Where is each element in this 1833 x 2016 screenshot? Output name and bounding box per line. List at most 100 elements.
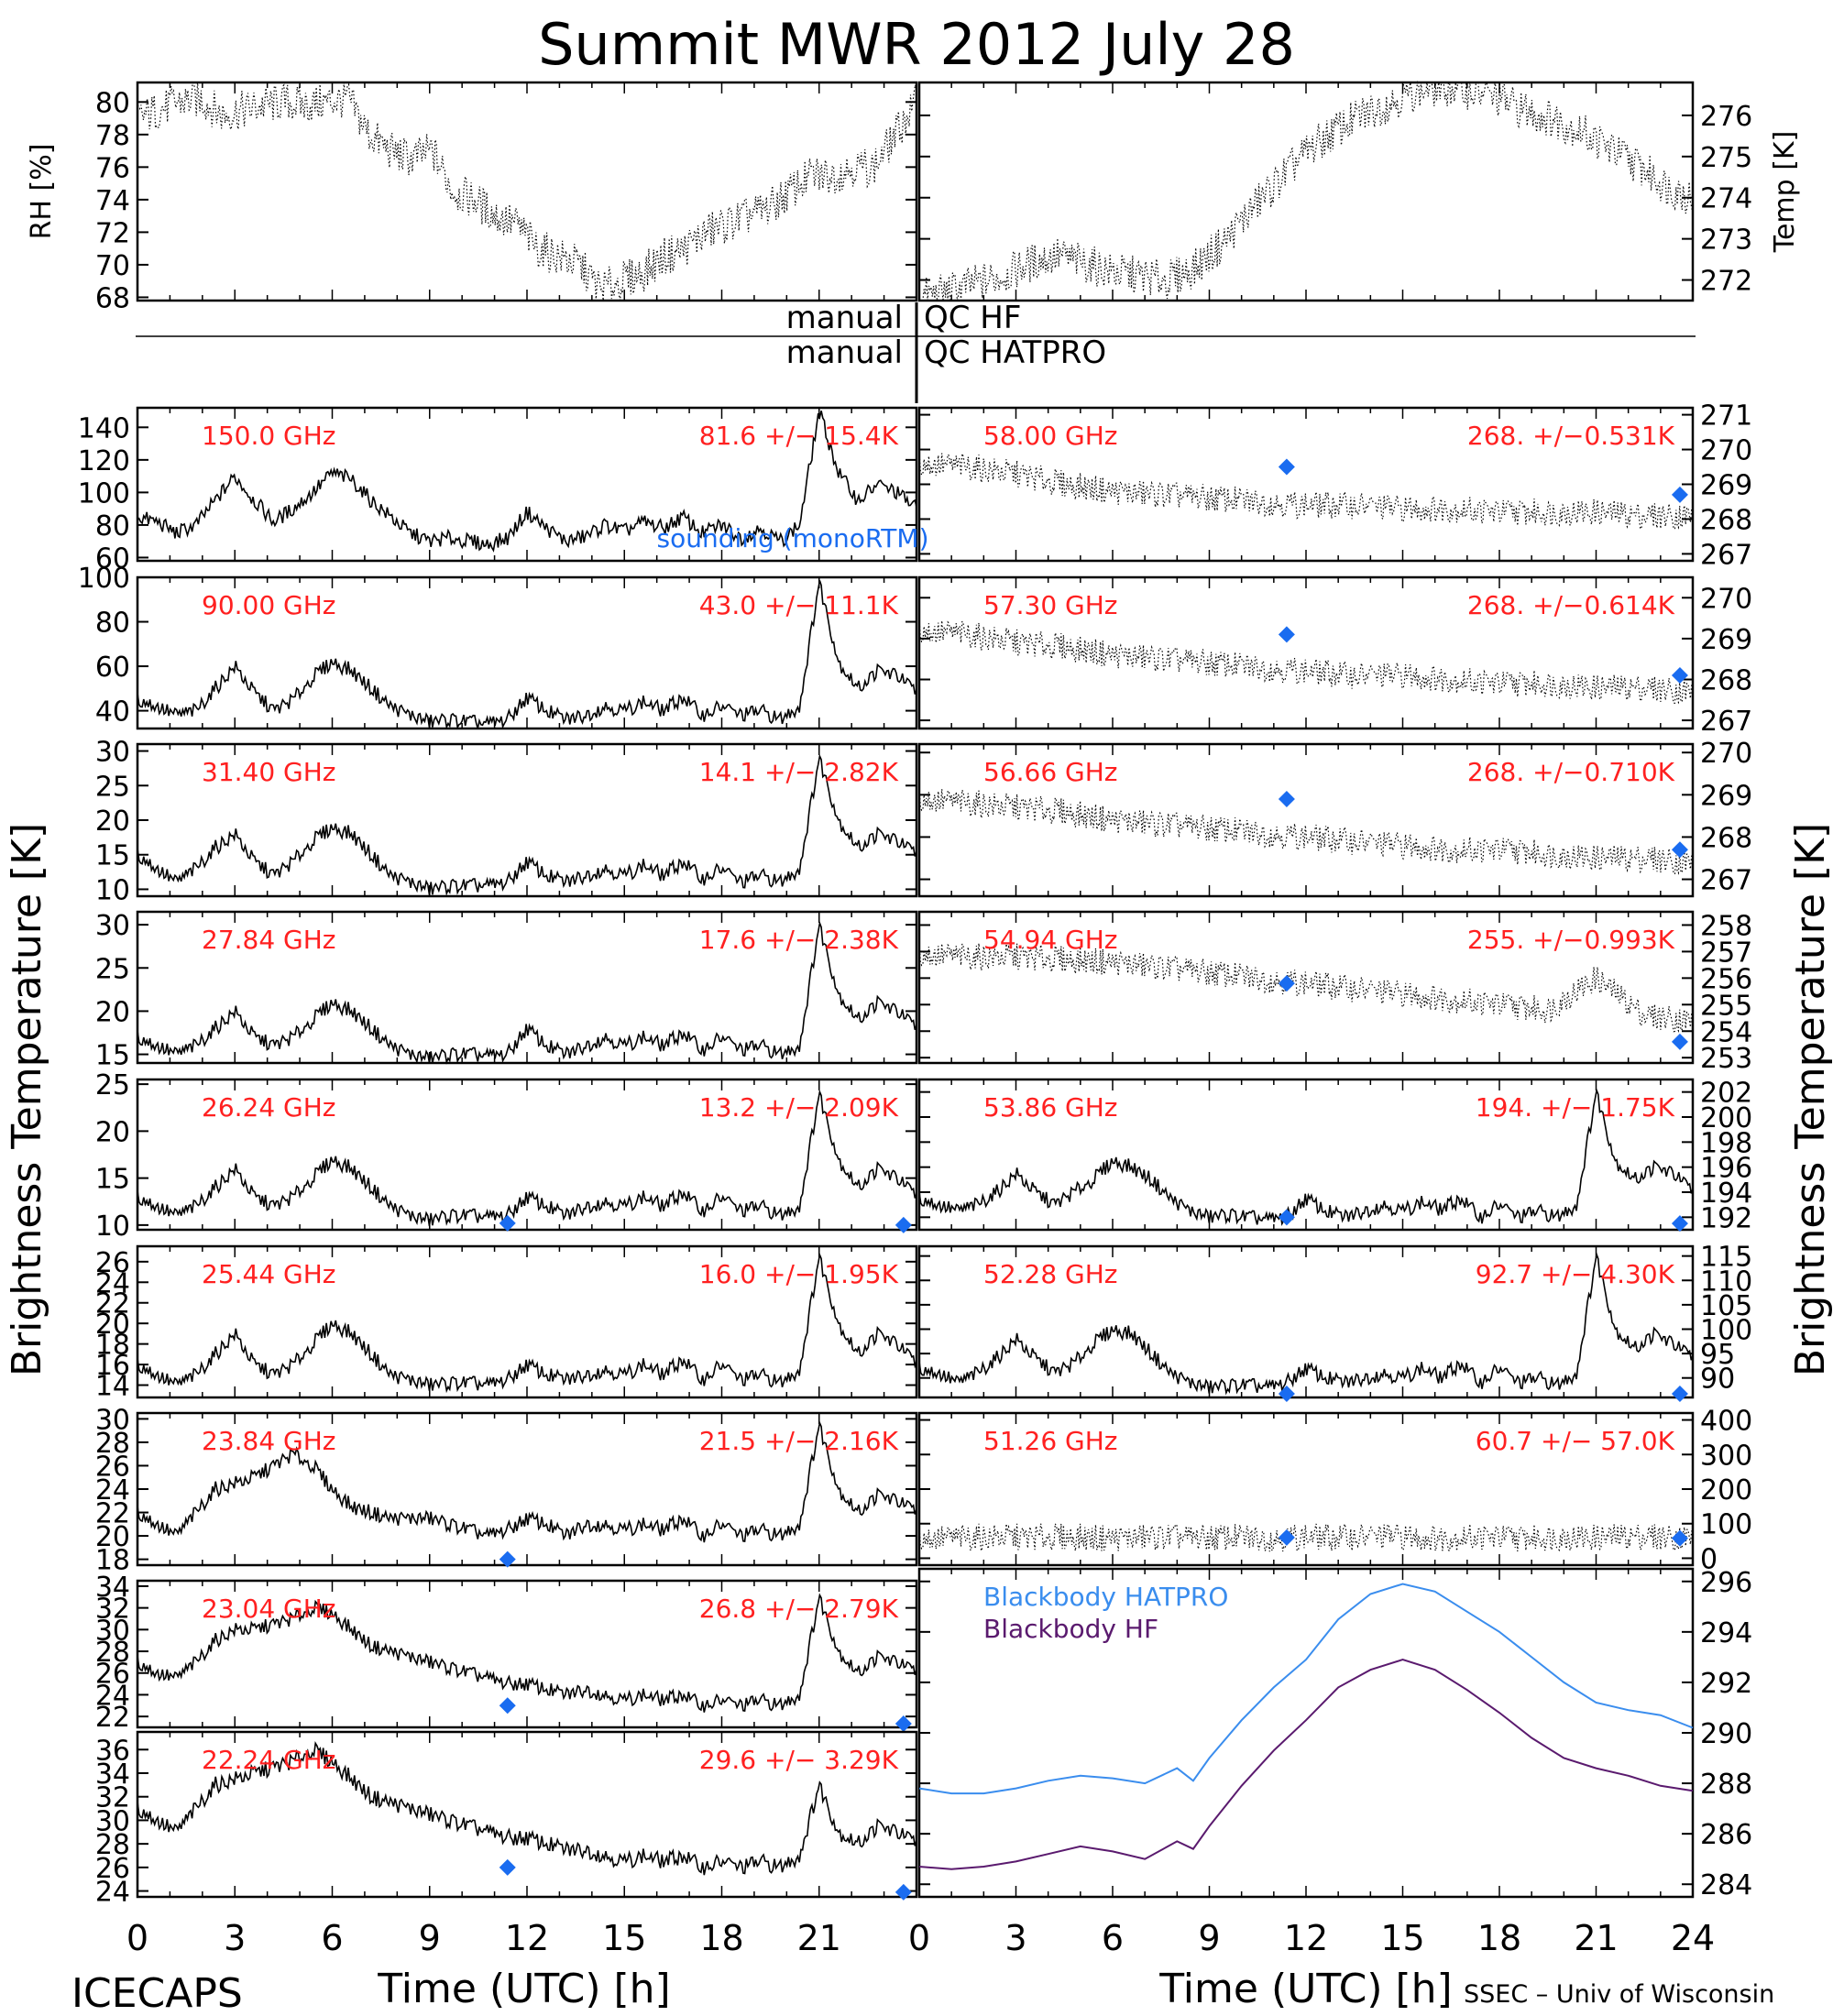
freq-label: 58.00 GHz xyxy=(983,421,1118,451)
stat-label: 26.8 +/− 2.79K xyxy=(699,1594,899,1624)
x-tick-label: 18 xyxy=(699,1918,743,1958)
freq-label: 150.0 GHz xyxy=(202,421,336,451)
sounding-marker xyxy=(1278,458,1295,476)
y-tick-label: 26 xyxy=(95,1853,130,1885)
y-tick-label: 24 xyxy=(95,1877,130,1909)
y-tick-label: 80 xyxy=(95,87,130,119)
stat-label: 268. +/−0.531K xyxy=(1467,421,1675,451)
y-tick-label: 0 xyxy=(1700,1543,1718,1575)
y-tick-label: 290 xyxy=(1700,1718,1752,1750)
freq-label: 27.84 GHz xyxy=(202,925,336,955)
sounding-marker xyxy=(895,1715,912,1732)
data-trace xyxy=(918,451,1694,531)
y-tick-label: 284 xyxy=(1700,1869,1752,1901)
y-tick-label: 200 xyxy=(1700,1102,1752,1134)
stat-label: 81.6 +/− 15.4K xyxy=(699,421,899,451)
y-tick-label: 267 xyxy=(1700,539,1752,571)
y-tick-label: 22 xyxy=(95,1498,130,1530)
sounding-marker xyxy=(1278,1528,1295,1546)
legend-bb-hf: Blackbody HF xyxy=(983,1614,1158,1644)
freq-label: 54.94 GHz xyxy=(983,925,1118,955)
figure-title: Summit MWR 2012 July 28 xyxy=(538,11,1295,78)
y-tick-label: 30 xyxy=(95,1615,130,1647)
sounding-marker xyxy=(1671,1386,1688,1402)
y-tick-label: 20 xyxy=(95,1116,130,1148)
sounding-marker xyxy=(499,1214,516,1232)
footer-right: SSEC – Univ of Wisconsin xyxy=(1464,1980,1774,2009)
qc-manual-label-hatpro: manual xyxy=(786,334,903,371)
freq-label: 23.04 GHz xyxy=(202,1594,336,1624)
y-tick-label: 30 xyxy=(95,1805,130,1837)
panel-f2784: 30 25 20 15 27.84 GHz 17.6 +/− 2.38K xyxy=(95,910,918,1072)
y-tick-label: 294 xyxy=(1700,1617,1752,1649)
panel-temp: 276 275 274 273 272 Temp [K] xyxy=(917,80,1801,302)
freq-label: 31.40 GHz xyxy=(202,757,336,787)
y-tick-label: 15 xyxy=(95,1164,130,1196)
freq-label: 53.86 GHz xyxy=(983,1092,1118,1123)
x-tick-label: 15 xyxy=(1380,1918,1424,1958)
y-tick-label: 255 xyxy=(1700,990,1752,1022)
x-tick-label: 24 xyxy=(1671,1918,1715,1958)
y-tick-label: 270 xyxy=(1700,738,1752,770)
y-tick-label: 26 xyxy=(95,1659,130,1691)
x-tick-label: 6 xyxy=(321,1918,343,1958)
data-trace xyxy=(137,1593,917,1713)
sounding-marker xyxy=(1671,1033,1688,1050)
y-tick-label: 269 xyxy=(1700,624,1752,656)
sounding-marker xyxy=(1278,1209,1295,1226)
y-tick-label: 110 xyxy=(1700,1265,1752,1298)
y-tick-label: 288 xyxy=(1700,1769,1752,1801)
footer-left: ICECAPS xyxy=(71,1970,243,2016)
y-tick-label: 258 xyxy=(1700,910,1752,942)
y-tick-label: 256 xyxy=(1700,963,1752,995)
y-axis-title-left: Brightness Temperature [K] xyxy=(4,823,50,1376)
sounding-marker xyxy=(1278,975,1295,992)
y-tick-label: 200 xyxy=(1700,1474,1752,1507)
y-tick-label: 74 xyxy=(95,185,130,217)
x-tick-label: 18 xyxy=(1477,1918,1521,1958)
data-trace xyxy=(918,1521,1694,1553)
y-tick-label: 28 xyxy=(95,1829,130,1861)
y-tick-label: 80 xyxy=(95,608,130,640)
panel-f9000: 100 80 60 40 90.00 GHz 43.0 +/− 11.1K xyxy=(78,563,918,730)
sounding-marker xyxy=(1671,486,1688,503)
y-tick-label: 28 xyxy=(95,1428,130,1460)
y-tick-label: 34 xyxy=(95,1759,130,1791)
y-tick-label: 105 xyxy=(1700,1290,1752,1322)
sounding-marker xyxy=(1671,667,1688,685)
data-trace xyxy=(137,1252,917,1394)
y-tick-label: 22 xyxy=(95,1702,130,1734)
y-tick-label: 30 xyxy=(95,1404,130,1436)
y-tick-label: 95 xyxy=(1700,1339,1735,1371)
y-tick-label: 270 xyxy=(1700,583,1752,615)
y-tick-label: 196 xyxy=(1700,1153,1752,1185)
x-tick-label: 0 xyxy=(126,1918,148,1958)
y-tick-label: 14 xyxy=(95,1371,130,1403)
y-tick-label: 20 xyxy=(95,1521,130,1553)
y-tick-label: 270 xyxy=(1700,435,1752,467)
y-axis-title: RH [%] xyxy=(26,144,58,240)
y-tick-label: 100 xyxy=(1700,1314,1752,1346)
freq-label: 56.66 GHz xyxy=(983,757,1118,787)
y-tick-label: 80 xyxy=(95,510,130,542)
y-tick-label: 271 xyxy=(1700,400,1752,433)
y-tick-label: 198 xyxy=(1700,1127,1752,1159)
qc-manual-label-hf: manual xyxy=(786,300,903,336)
stat-label: 16.0 +/− 1.95K xyxy=(699,1259,899,1289)
y-tick-label: 269 xyxy=(1700,470,1752,502)
y-tick-label: 25 xyxy=(95,771,130,803)
y-tick-label: 26 xyxy=(95,1247,130,1279)
y-tick-label: 10 xyxy=(95,874,130,906)
x-axis-title-left: Time (UTC) [h] xyxy=(377,1966,670,2012)
y-tick-label: 202 xyxy=(1700,1078,1752,1110)
y-tick-label: 400 xyxy=(1700,1406,1752,1438)
stat-label: 29.6 +/− 3.29K xyxy=(699,1745,899,1775)
stat-label: 14.1 +/− 2.82K xyxy=(699,757,899,787)
